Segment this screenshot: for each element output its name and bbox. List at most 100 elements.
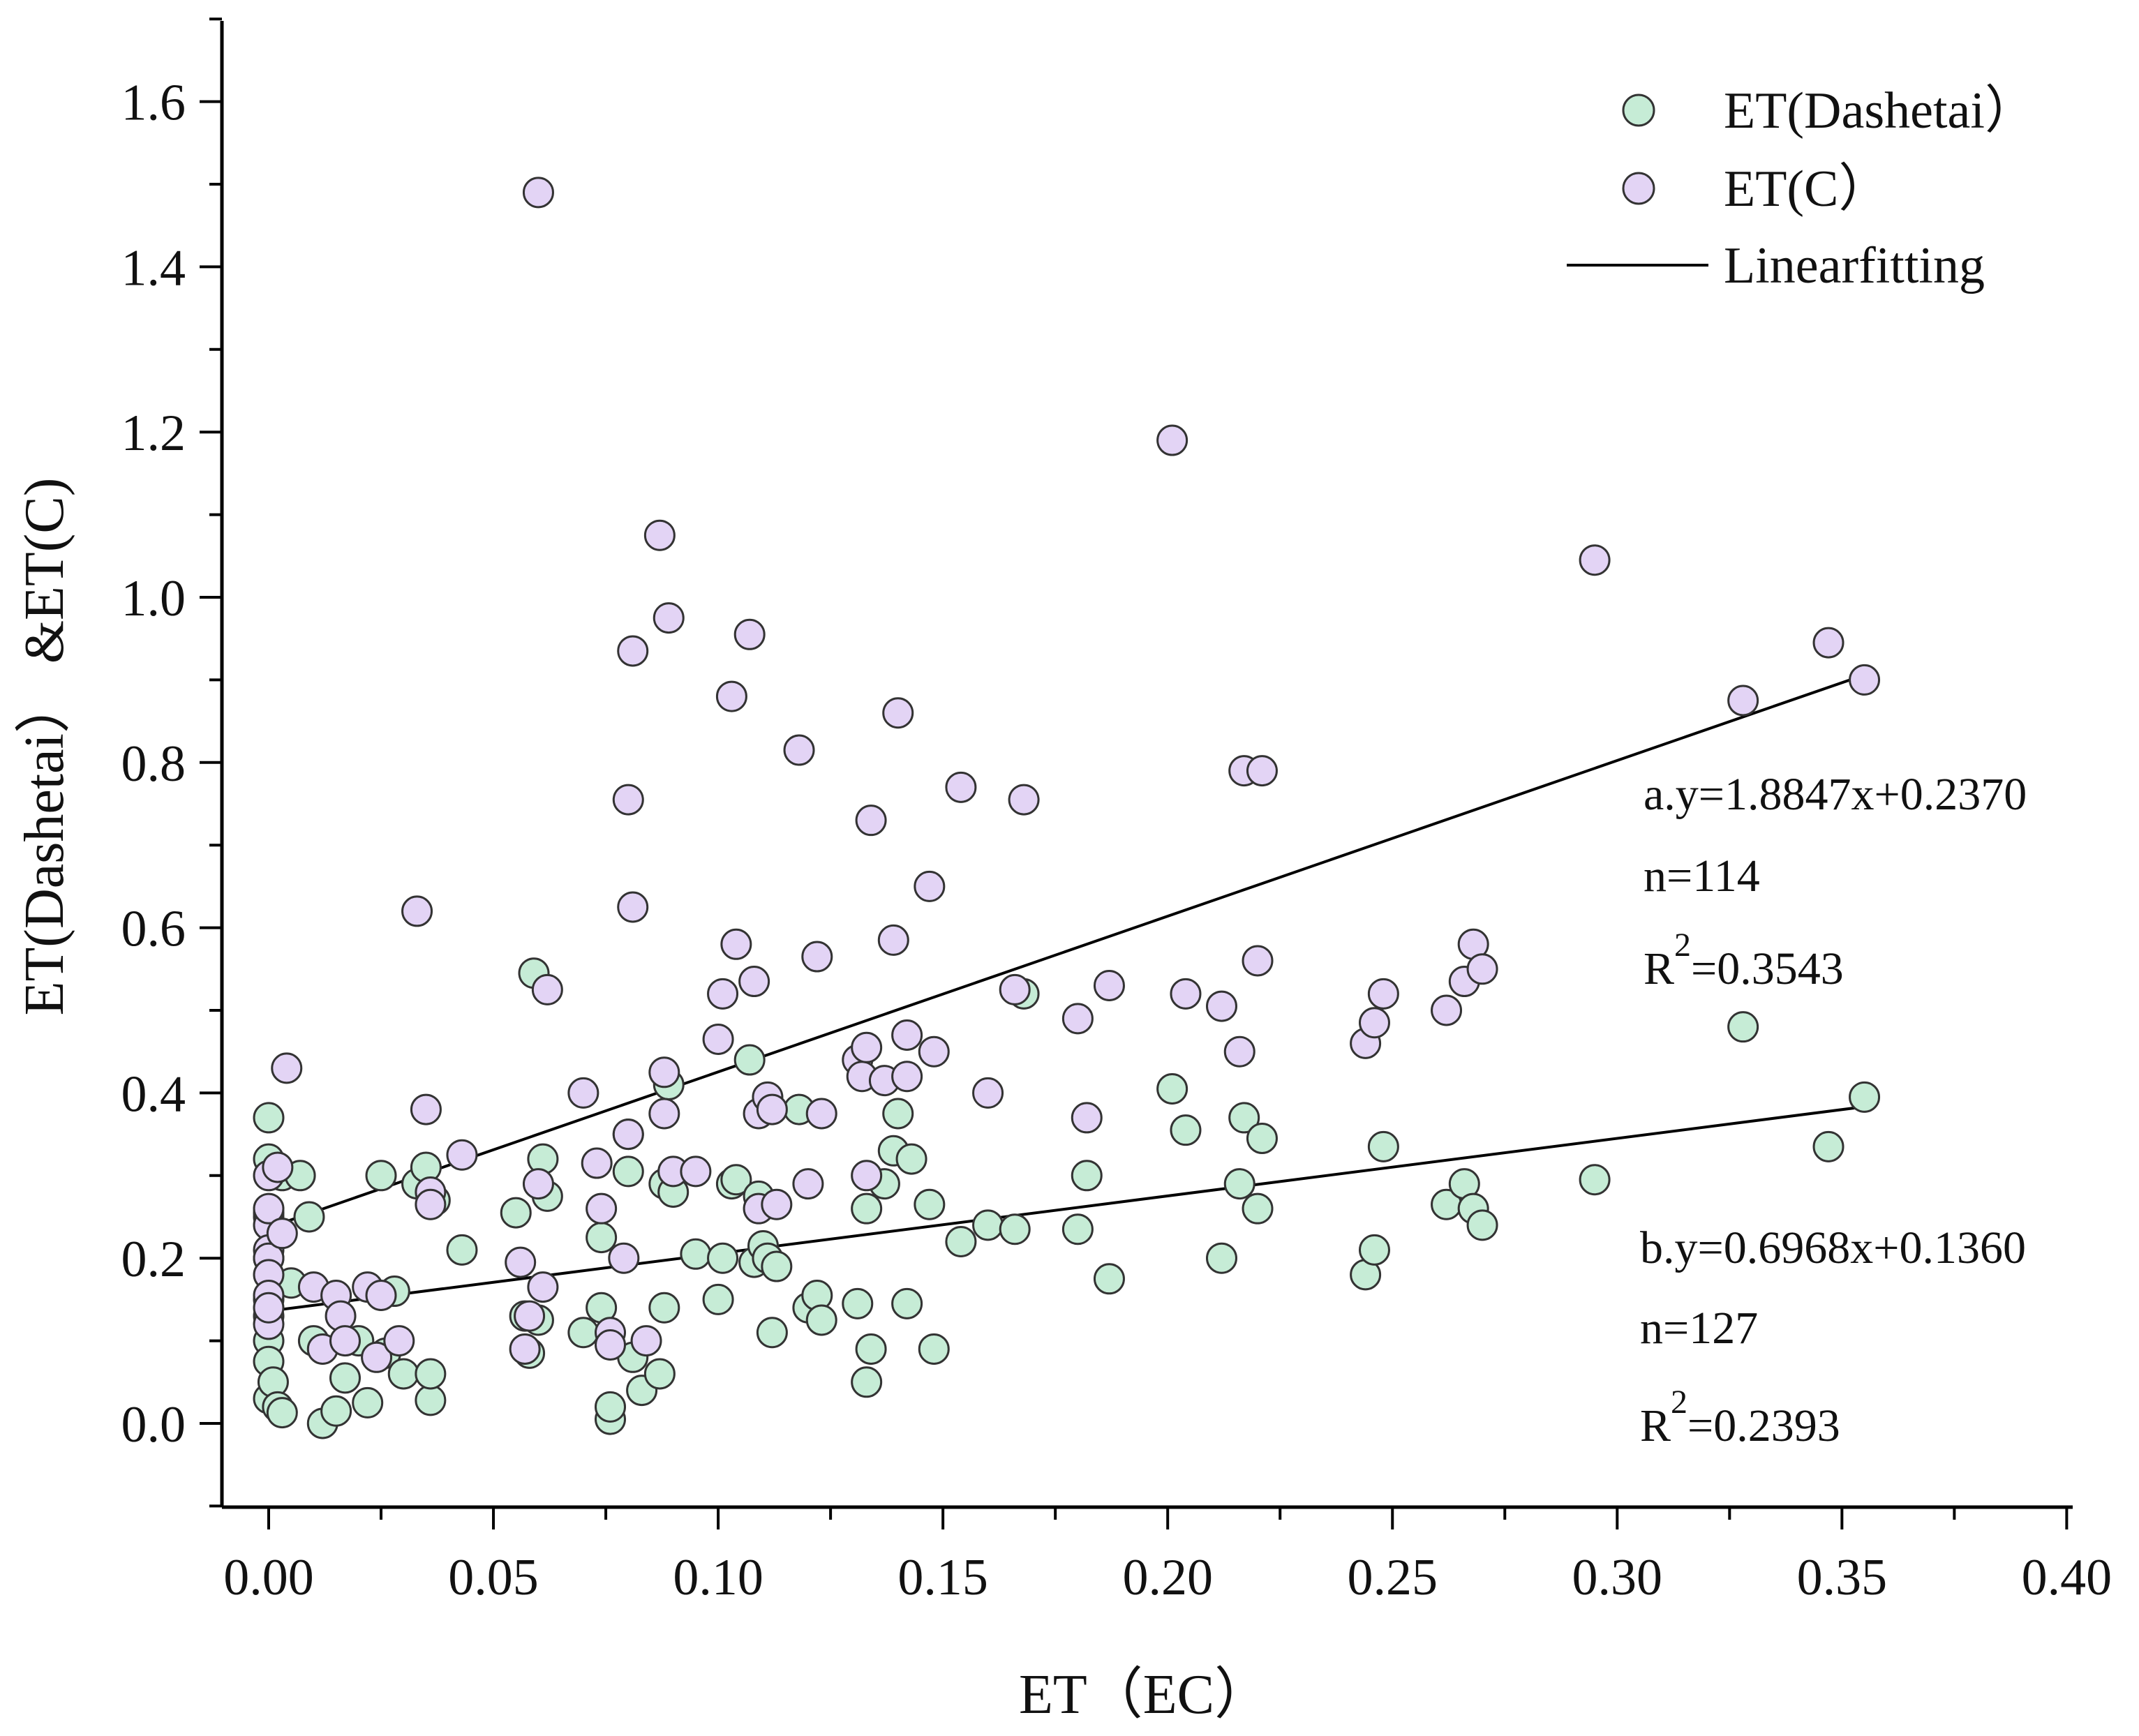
point-c — [1812, 627, 1844, 659]
point-dashetai — [567, 1317, 599, 1349]
point-dashetai — [761, 1250, 793, 1282]
point-dashetai — [720, 1164, 752, 1196]
point-dashetai — [851, 1366, 883, 1398]
point-c — [1242, 945, 1274, 977]
point-c — [891, 1061, 923, 1093]
point-dashetai — [1466, 1209, 1498, 1241]
point-c — [446, 1139, 478, 1171]
x-tick-label: 0.00 — [223, 1549, 314, 1606]
point-dashetai — [1812, 1130, 1844, 1162]
point-dashetai — [891, 1287, 923, 1319]
point-dashetai — [1367, 1130, 1399, 1162]
point-c — [1579, 544, 1611, 576]
point-dashetai — [918, 1333, 950, 1365]
point-c — [608, 1242, 640, 1274]
y-tick-label: 1.0 — [121, 570, 186, 627]
point-c — [761, 1188, 793, 1220]
point-c — [253, 1192, 285, 1225]
point-dashetai — [707, 1242, 739, 1274]
fit-a-equation: a.y=1.8847x+0.2370 — [1644, 769, 2027, 820]
point-c — [792, 1168, 824, 1200]
point-c — [1358, 1007, 1390, 1039]
point-c — [1849, 664, 1881, 696]
point-c — [1156, 424, 1188, 456]
point-c — [680, 1155, 712, 1188]
point-dashetai — [972, 1209, 1004, 1241]
point-c — [329, 1325, 361, 1357]
point-dashetai — [805, 1304, 837, 1336]
point-c — [702, 1023, 734, 1055]
point-dashetai — [1579, 1164, 1611, 1196]
point-dashetai — [851, 1192, 883, 1225]
point-c — [877, 924, 909, 956]
point-dashetai — [1223, 1168, 1255, 1200]
legend-label-dashetai: ET(Dashetai） — [1724, 82, 2036, 140]
point-c — [365, 1279, 397, 1311]
fit-a-n: n=114 — [1644, 851, 1760, 901]
point-c — [617, 891, 649, 923]
point-dashetai — [352, 1386, 384, 1419]
fit-a-r2: R2=0.3543 — [1644, 927, 1844, 994]
point-dashetai — [387, 1358, 419, 1390]
point-dashetai — [999, 1213, 1031, 1245]
point-dashetai — [1228, 1102, 1260, 1134]
point-c — [630, 1325, 662, 1357]
point-dashetai — [842, 1287, 874, 1319]
legend-marker-dashetai — [1622, 93, 1655, 127]
point-dashetai — [1093, 1263, 1125, 1295]
point-c — [595, 1329, 627, 1361]
x-axis-title: ET（EC） — [1019, 1664, 1270, 1726]
fit-a-r2-base: R — [1644, 943, 1674, 994]
point-c — [1727, 684, 1759, 717]
point-c — [648, 1056, 680, 1088]
point-dashetai — [595, 1391, 627, 1423]
point-c — [271, 1052, 303, 1084]
y-tick-label: 1.2 — [121, 405, 186, 462]
fit-line-a — [268, 673, 1865, 1229]
point-dashetai — [253, 1102, 285, 1134]
y-tick-label: 1.6 — [121, 75, 186, 132]
point-c — [1061, 1003, 1094, 1035]
x-tick-label: 0.25 — [1348, 1549, 1438, 1606]
point-c — [882, 697, 914, 729]
point-dashetai — [733, 1044, 766, 1076]
fit-a-r2-value: =0.3543 — [1691, 943, 1844, 994]
point-c — [253, 1292, 285, 1324]
point-c — [509, 1333, 541, 1365]
point-c — [1431, 994, 1463, 1026]
point-dashetai — [756, 1317, 788, 1349]
point-c — [415, 1188, 447, 1220]
point-c — [707, 978, 739, 1010]
series-c — [253, 177, 1881, 1373]
point-c — [805, 1098, 837, 1130]
point-dashetai — [446, 1234, 478, 1266]
point-dashetai — [643, 1358, 676, 1390]
point-dashetai — [500, 1197, 532, 1229]
point-c — [410, 1093, 442, 1125]
tick-labels: 0.00 0.05 0.10 0.15 0.20 0.25 0.30 0.35 0.40 0.0 0… — [121, 75, 2112, 1606]
point-c — [612, 1118, 644, 1151]
point-dashetai — [293, 1201, 325, 1233]
point-c — [527, 1271, 559, 1303]
point-c — [945, 771, 977, 803]
fit-b-r2-value: =0.2393 — [1687, 1400, 1840, 1451]
point-c — [918, 1035, 950, 1068]
point-c — [361, 1341, 393, 1373]
point-dashetai — [1061, 1213, 1094, 1245]
series-dashetai — [253, 957, 1881, 1439]
point-c — [522, 1168, 554, 1200]
x-tick-label: 0.20 — [1122, 1549, 1213, 1606]
point-c — [855, 805, 887, 837]
legend-label-c: ET(C） — [1724, 160, 1890, 218]
legend-marker-c — [1622, 172, 1655, 205]
point-c — [1170, 978, 1202, 1010]
x-tick-label: 0.40 — [2022, 1549, 2112, 1606]
point-dashetai — [914, 1188, 946, 1220]
x-tick-label: 0.35 — [1797, 1549, 1888, 1606]
point-c — [756, 1093, 788, 1125]
point-dashetai — [945, 1226, 977, 1258]
point-c — [653, 602, 685, 634]
point-c — [851, 1031, 883, 1063]
point-dashetai — [1358, 1234, 1390, 1266]
point-dashetai — [1242, 1192, 1274, 1225]
